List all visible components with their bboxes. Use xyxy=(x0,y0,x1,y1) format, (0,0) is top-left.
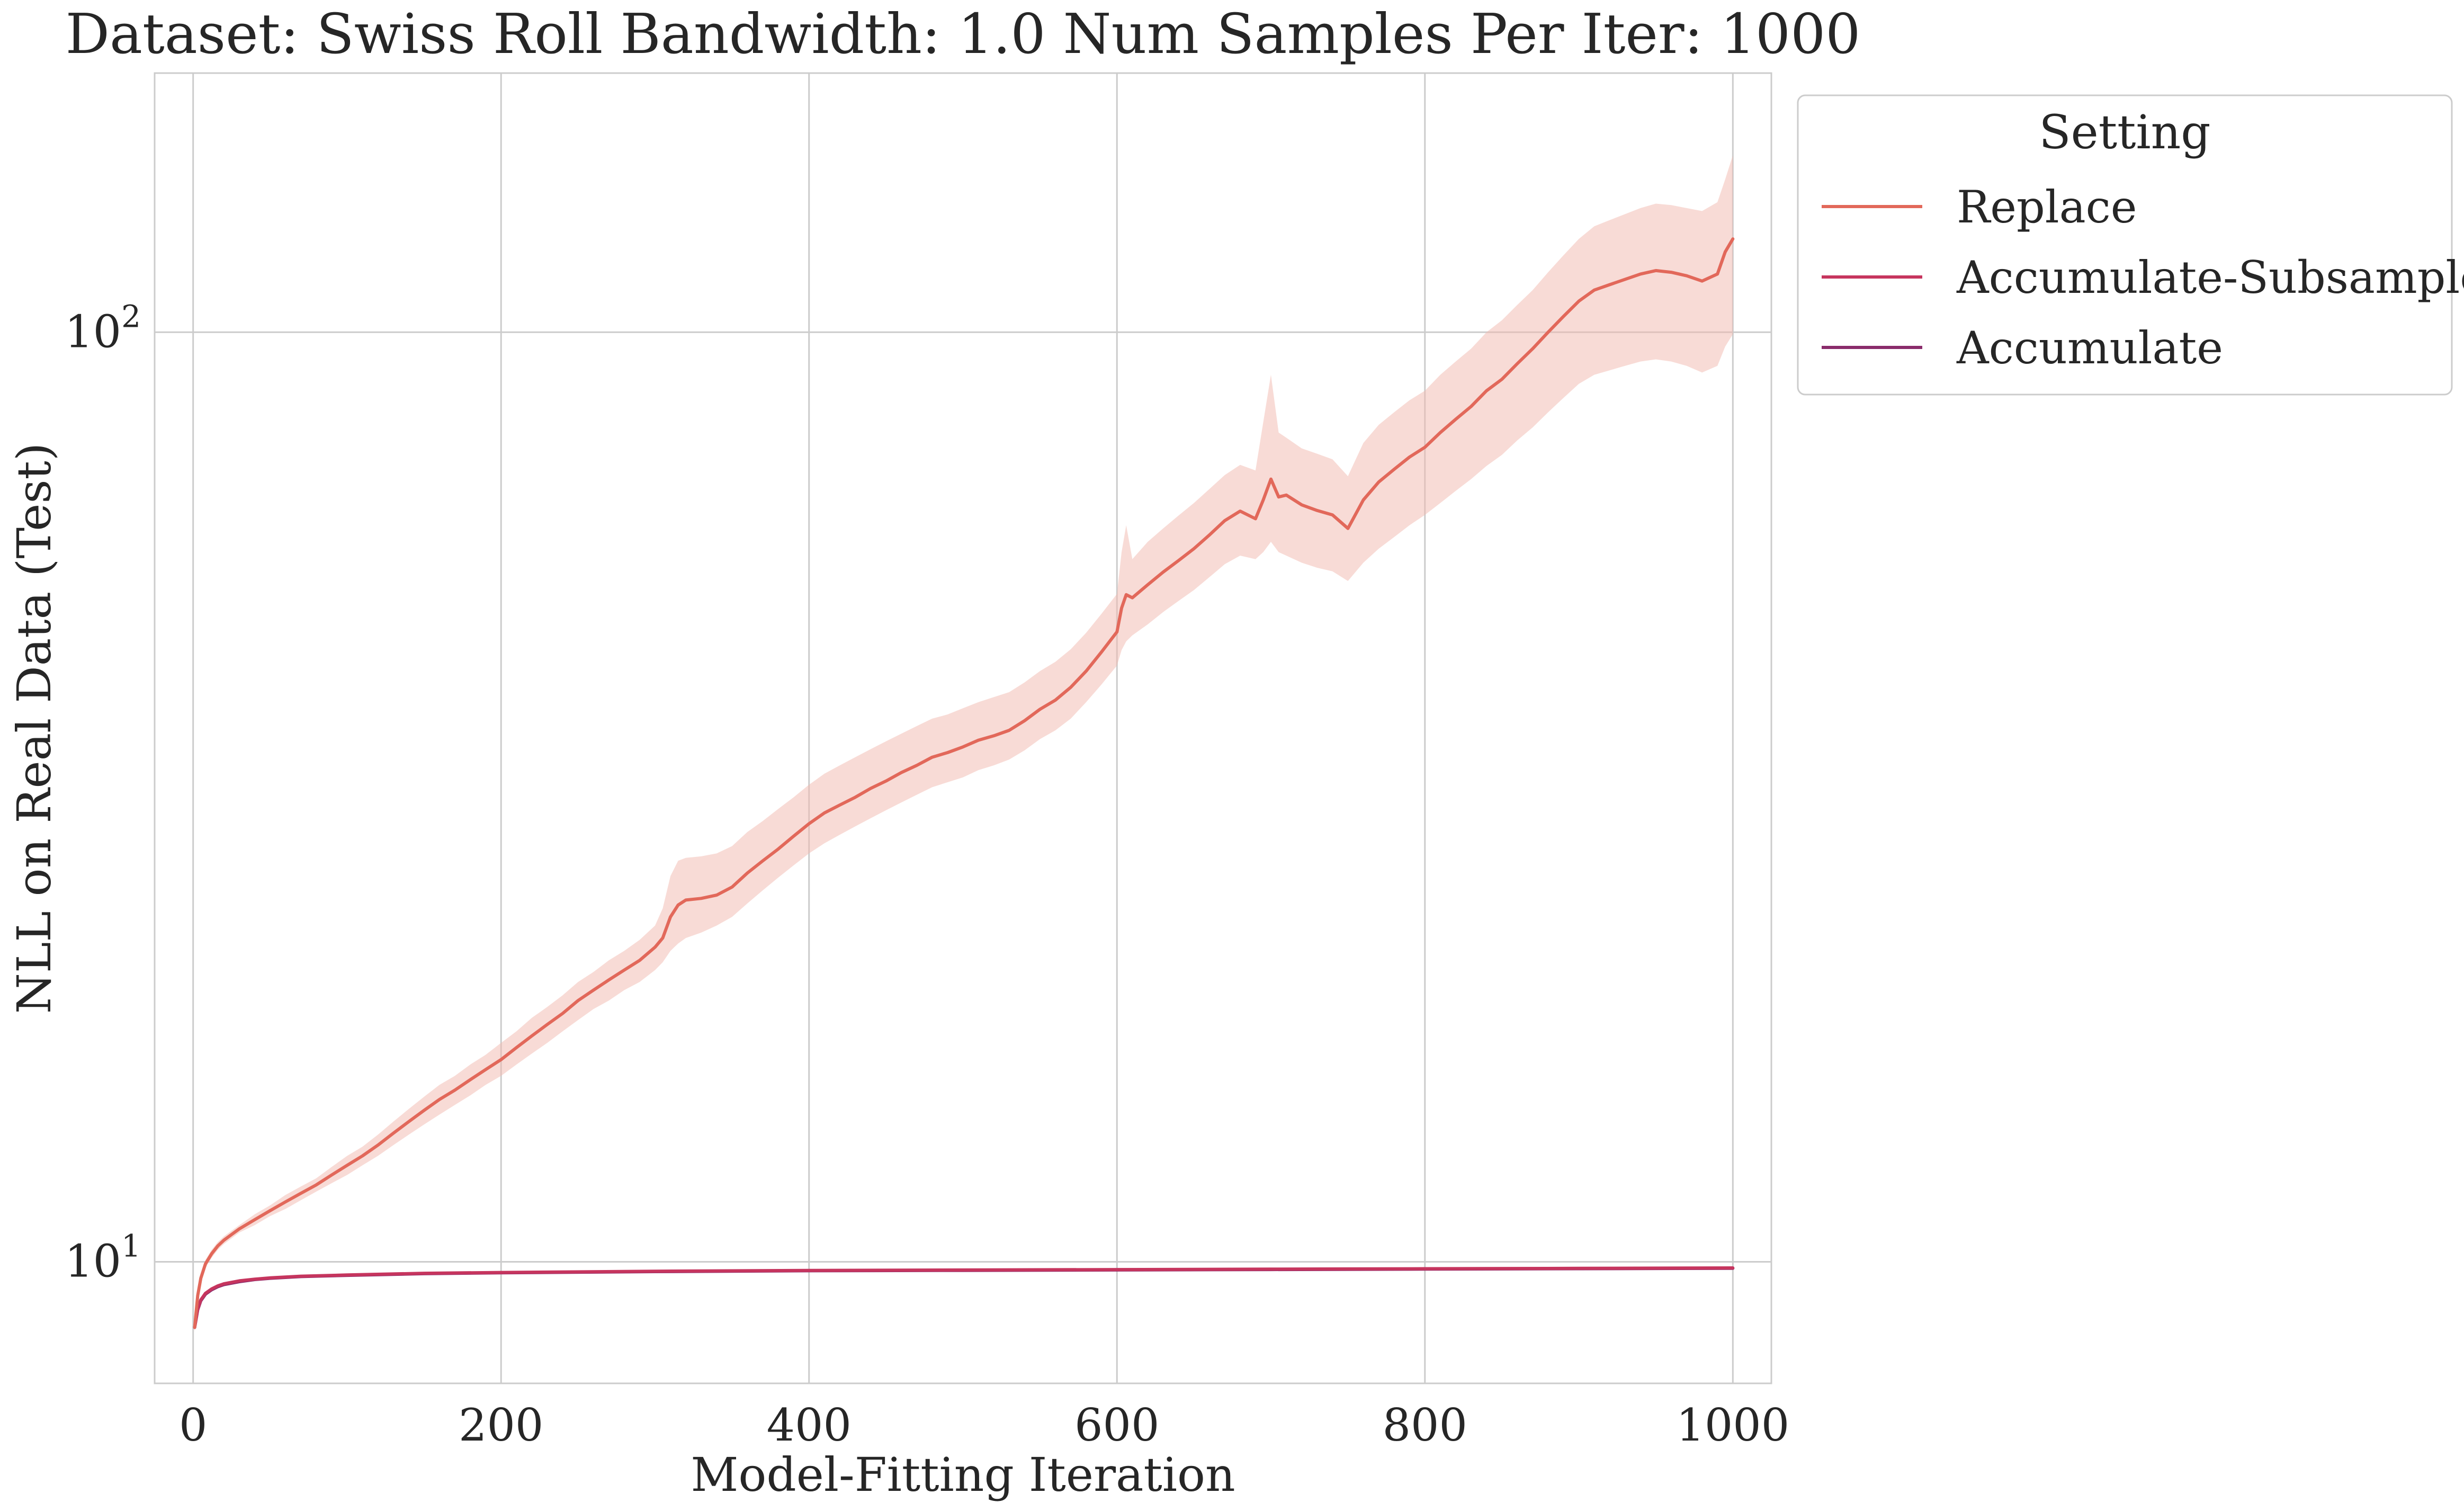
plot-frame xyxy=(154,72,1772,1384)
x-tick-label: 600 xyxy=(1074,1399,1159,1451)
legend: Setting Replace Accumulate-Subsample Accum… xyxy=(1797,94,2464,396)
x-tick-label: 200 xyxy=(459,1399,543,1451)
y-tick-label: 101 xyxy=(65,1228,141,1287)
x-tick-label: 1000 xyxy=(1676,1399,1789,1451)
legend-entry-label: Accumulate xyxy=(1956,322,2223,374)
x-axis-label: Model-Fitting Iteration xyxy=(691,1447,1235,1502)
y-tick-exponent: 2 xyxy=(121,298,141,334)
legend-entry-label: Accumulate-Subsample xyxy=(1956,252,2464,303)
x-tick-label: 800 xyxy=(1383,1399,1467,1451)
accumulate-series-line xyxy=(193,1266,1735,1329)
accumulate-subsample-series-line xyxy=(193,1266,1735,1329)
y-axis-label: NLL on Real Data (Test) xyxy=(7,443,61,1014)
x-tick-label: 400 xyxy=(767,1399,852,1451)
replace-confidence-band xyxy=(194,155,1733,1333)
chart-title: Dataset: Swiss Roll Bandwidth: 1.0 Num S… xyxy=(66,2,1861,66)
y-tick-exponent: 1 xyxy=(121,1228,141,1264)
legend-entry-label: Replace xyxy=(1957,181,2137,233)
legend-box xyxy=(1797,94,2453,396)
replace-series-line xyxy=(193,237,1735,1329)
y-tick-base: 10 xyxy=(65,306,121,357)
legend-title: Setting xyxy=(2039,105,2210,159)
grid xyxy=(155,73,1771,1383)
y-tick-label: 102 xyxy=(65,298,141,357)
y-tick-base: 10 xyxy=(65,1235,121,1287)
plot-area xyxy=(193,155,1735,1333)
x-tick-label: 0 xyxy=(179,1399,207,1451)
